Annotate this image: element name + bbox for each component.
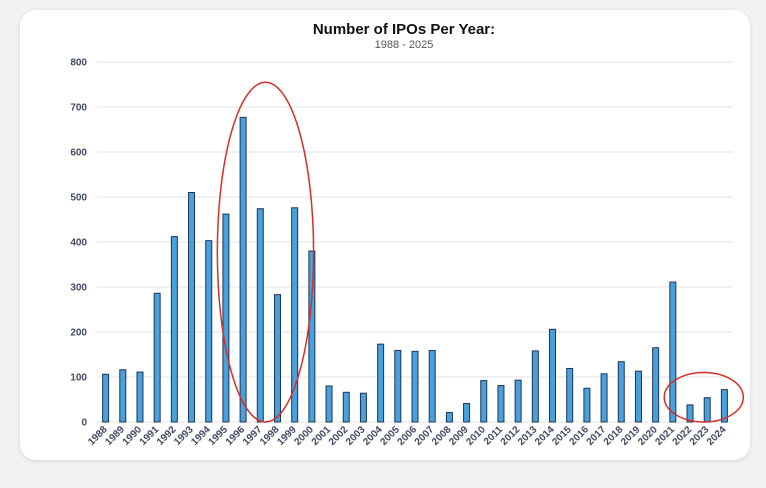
bar-1988 [102,373,110,423]
bar-1998 [273,294,281,423]
bar-2011 [497,385,505,423]
bar-2005 [394,349,402,423]
bar-1997 [256,208,264,423]
bar-1994 [205,240,213,423]
bar-2004 [377,343,385,423]
bar-1999 [291,207,299,423]
x-axis-ticks: 1988198919901991199219931994199519961997… [86,424,729,448]
bar-2015 [566,367,574,423]
bar-1993 [188,192,196,423]
highlight-ellipse-2 [663,371,745,423]
bar-2013 [531,350,539,423]
bar-2000 [308,250,316,423]
bar-2022 [686,404,694,423]
bar-2007 [428,349,436,423]
bar-1991 [153,292,161,423]
bar-2001 [325,385,333,423]
bar-2008 [445,412,453,423]
bar-2017 [600,373,608,423]
bar-2002 [342,391,350,423]
bar-1990 [136,371,144,423]
bar-2003 [359,392,367,423]
y-tick-label: 400 [70,238,87,249]
y-tick-label: 100 [70,373,87,384]
y-tick-label: 300 [70,283,87,294]
y-tick-label: 600 [70,148,87,159]
bar-1995 [222,213,230,423]
y-axis-ticks: 0 100 200 300 400 500 600 700 800 [70,58,87,429]
bars [102,116,728,423]
annotations [216,81,745,423]
bar-2016 [583,387,591,423]
bar-2006 [411,350,419,423]
bar-2024 [720,389,728,423]
y-tick-label: 200 [70,328,87,339]
bar-1992 [170,236,178,423]
chart-title: Number of IPOs Per Year: [313,21,495,38]
bar-2023 [703,397,711,423]
y-tick-label: 800 [70,58,87,69]
y-tick-label: 500 [70,193,87,204]
highlight-ellipse-1 [216,81,315,423]
x-tick-label: 2024 [705,424,729,448]
bar-2021 [669,281,677,423]
bar-2012 [514,379,522,423]
chart-subtitle: 1988 - 2025 [375,39,434,51]
bar-2009 [463,403,471,423]
y-tick-label: 0 [81,418,87,429]
bar-2014 [549,328,557,423]
y-tick-label: 700 [70,103,87,114]
bar-2018 [617,361,625,423]
bar-2020 [652,347,660,423]
bar-2010 [480,380,488,423]
bar-2019 [634,370,642,423]
bar-1996 [239,116,247,423]
bar-1989 [119,369,127,423]
